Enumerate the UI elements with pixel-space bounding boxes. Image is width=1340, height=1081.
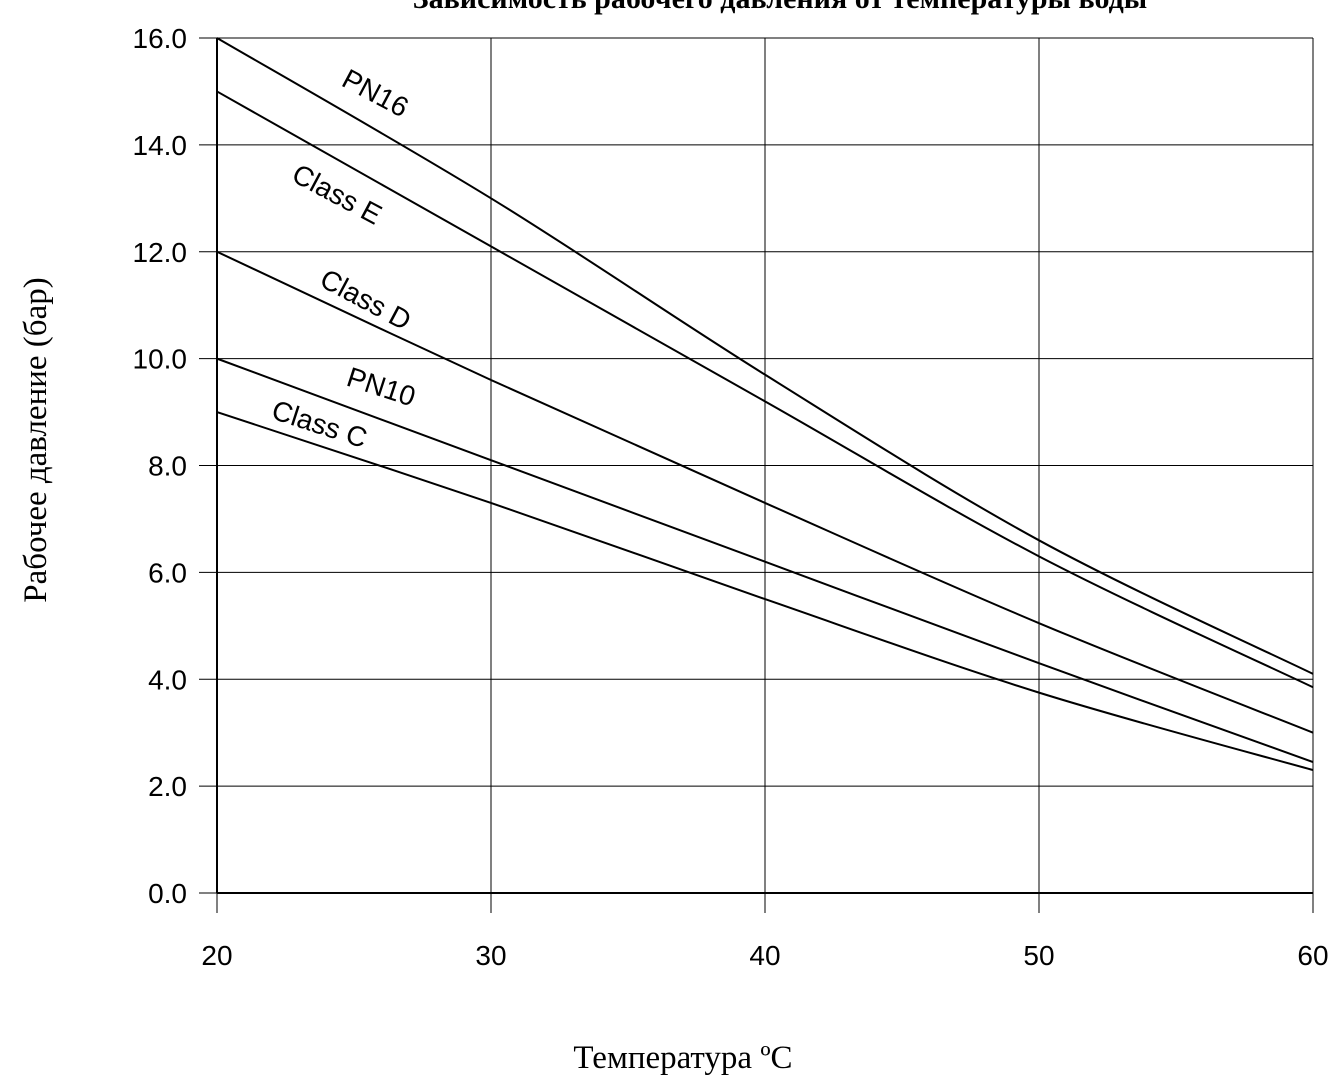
y-tick-label: 12.0 (133, 237, 188, 268)
y-tick-label: 4.0 (148, 664, 187, 695)
y-tick-label: 6.0 (148, 557, 187, 588)
y-tick-label: 8.0 (148, 451, 187, 482)
chart-title: Зависимость рабочего давления от темпера… (413, 0, 1147, 15)
series-line-pn10 (216, 357, 1314, 764)
series-line-class-d (216, 250, 1314, 734)
series-line-class-e (216, 90, 1314, 689)
y-tick-label: 0.0 (148, 878, 187, 909)
y-tick-label: 16.0 (133, 23, 188, 54)
series-label-class-d: Class D (315, 263, 416, 336)
series-label-class-e: Class E (287, 158, 387, 231)
grid (199, 37, 1314, 913)
series-line-class-c (216, 411, 1314, 772)
x-tick-label: 50 (1023, 940, 1054, 971)
x-tick-label: 40 (749, 940, 780, 971)
series-lines (216, 37, 1314, 772)
y-tick-label: 10.0 (133, 344, 188, 375)
tick-labels: 0.0 2.0 4.0 6.0 8.0 10.0 12.0 14.0 16.0 20 30 40 50 6… (133, 23, 1329, 971)
x-tick-label: 30 (475, 940, 506, 971)
series-label-pn10: PN10 (343, 361, 419, 412)
series-line-pn16 (216, 37, 1314, 675)
x-axis-title: Температура ºC (573, 1040, 792, 1076)
x-tick-label: 60 (1297, 940, 1328, 971)
x-tick-label: 20 (201, 940, 232, 971)
y-tick-label: 2.0 (148, 771, 187, 802)
y-tick-label: 14.0 (133, 130, 188, 161)
y-axis-title: Рабочее давление (бар) (18, 277, 54, 602)
